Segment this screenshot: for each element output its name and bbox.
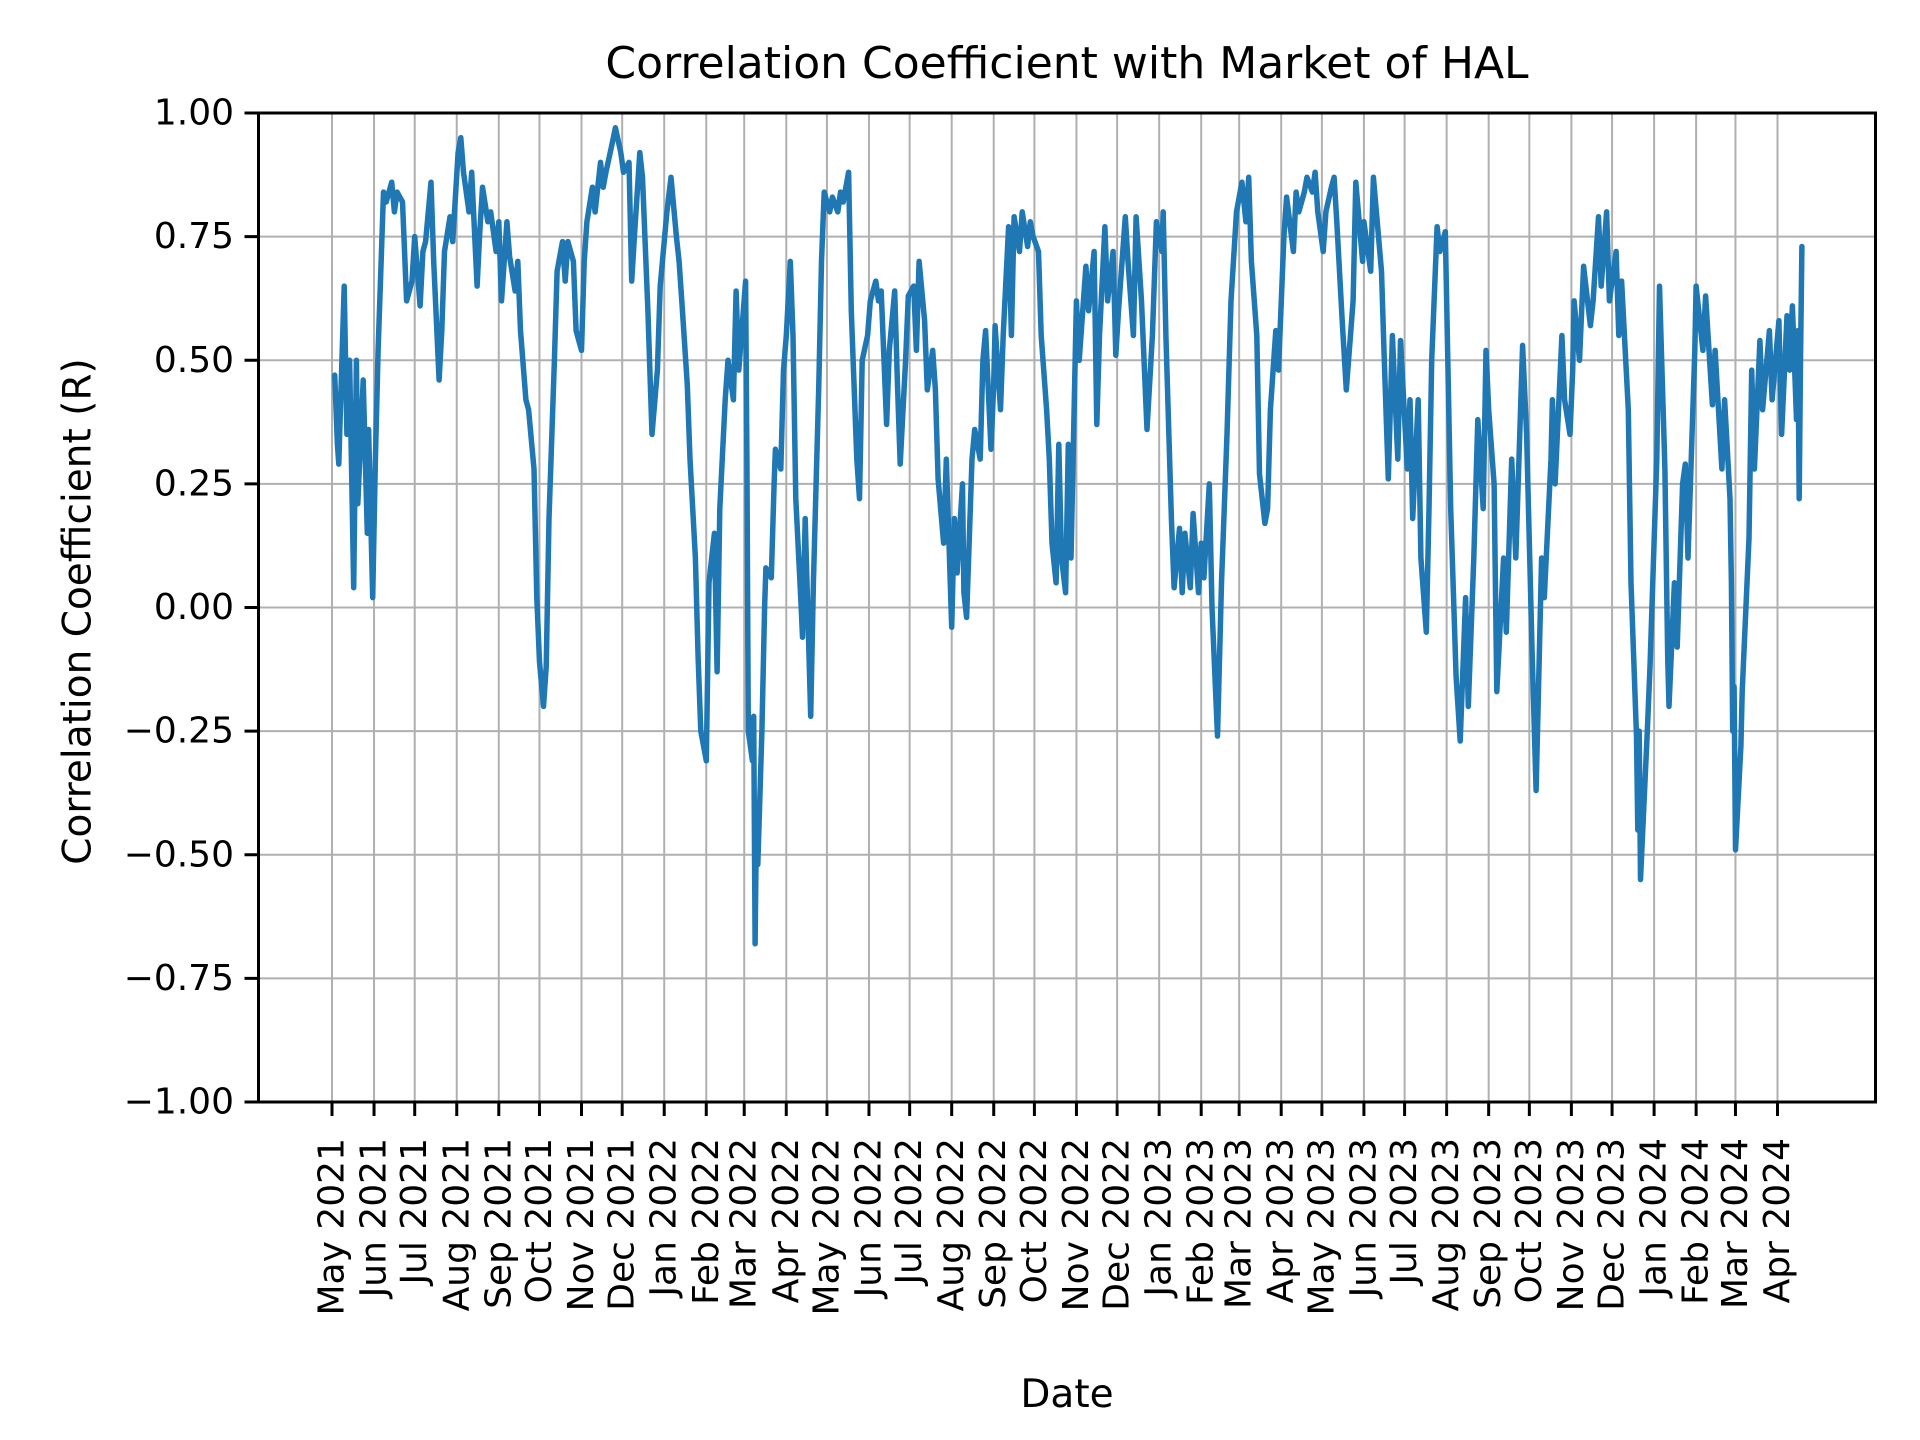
y-axis-label: Correlation Coefficient (R) [55, 358, 101, 865]
svg-text:Apr 2023: Apr 2023 [1261, 1138, 1302, 1303]
svg-text:−0.50: −0.50 [124, 834, 234, 875]
svg-text:Jul 2022: Jul 2022 [889, 1138, 930, 1287]
svg-text:Nov 2022: Nov 2022 [1056, 1138, 1097, 1311]
svg-text:Oct 2023: Oct 2023 [1509, 1138, 1550, 1303]
svg-text:Dec 2021: Dec 2021 [602, 1138, 643, 1311]
svg-text:Aug 2023: Aug 2023 [1426, 1138, 1467, 1311]
chart-title: Correlation Coefficient with Market of H… [605, 38, 1529, 89]
svg-text:Apr 2024: Apr 2024 [1757, 1138, 1798, 1303]
svg-text:0.75: 0.75 [154, 216, 234, 257]
svg-text:Jul 2023: Jul 2023 [1384, 1138, 1425, 1287]
grid-lines [258, 113, 1876, 1102]
svg-text:Sep 2022: Sep 2022 [973, 1138, 1014, 1309]
svg-text:Jun 2021: Jun 2021 [354, 1138, 395, 1299]
svg-text:Aug 2021: Aug 2021 [436, 1138, 477, 1311]
svg-text:Oct 2021: Oct 2021 [519, 1138, 560, 1303]
svg-text:Dec 2022: Dec 2022 [1097, 1138, 1138, 1311]
svg-text:Dec 2023: Dec 2023 [1592, 1138, 1633, 1311]
svg-text:Feb 2024: Feb 2024 [1676, 1138, 1717, 1305]
svg-text:Jun 2022: Jun 2022 [848, 1138, 889, 1299]
svg-text:Sep 2021: Sep 2021 [478, 1138, 519, 1309]
svg-text:−0.25: −0.25 [124, 711, 234, 752]
svg-text:May 2023: May 2023 [1301, 1138, 1342, 1316]
svg-text:Mar 2022: Mar 2022 [724, 1138, 765, 1309]
svg-text:May 2021: May 2021 [312, 1138, 353, 1316]
svg-text:Nov 2021: Nov 2021 [561, 1138, 602, 1311]
svg-text:Jul 2021: Jul 2021 [394, 1138, 435, 1287]
svg-text:Aug 2022: Aug 2022 [931, 1138, 972, 1311]
svg-text:1.00: 1.00 [154, 93, 234, 134]
svg-text:−1.00: −1.00 [124, 1082, 234, 1123]
svg-text:0.25: 0.25 [154, 463, 234, 504]
svg-text:Oct 2022: Oct 2022 [1014, 1138, 1055, 1303]
svg-text:0.00: 0.00 [154, 587, 234, 628]
y-tick-labels: 1.00 0.75 0.50 0.25 0.00 −0.25 −0.50 −0.75 −1.00 [124, 93, 234, 1123]
svg-text:Apr 2022: Apr 2022 [766, 1138, 807, 1303]
svg-text:Jan 2023: Jan 2023 [1139, 1138, 1180, 1299]
svg-text:Feb 2022: Feb 2022 [686, 1138, 727, 1305]
svg-text:Jan 2024: Jan 2024 [1634, 1138, 1675, 1299]
svg-text:Feb 2023: Feb 2023 [1181, 1138, 1222, 1305]
svg-text:Mar 2024: Mar 2024 [1715, 1138, 1756, 1309]
svg-text:0.50: 0.50 [154, 340, 234, 381]
correlation-line [331, 125, 1805, 947]
tick-marks [244, 111, 1779, 1116]
svg-text:May 2022: May 2022 [806, 1138, 847, 1316]
svg-text:Nov 2023: Nov 2023 [1551, 1138, 1592, 1311]
svg-text:Mar 2023: Mar 2023 [1219, 1138, 1260, 1309]
svg-text:Sep 2023: Sep 2023 [1468, 1138, 1509, 1309]
x-tick-labels: May 2021 Jun 2021 Jul 2021 Aug 2021 Sep 2021… [312, 1138, 1798, 1316]
x-axis-label: Date [1020, 1372, 1114, 1417]
svg-text:−0.75: −0.75 [124, 958, 234, 999]
svg-text:Jun 2023: Jun 2023 [1343, 1138, 1384, 1299]
svg-text:Jan 2022: Jan 2022 [644, 1138, 685, 1299]
